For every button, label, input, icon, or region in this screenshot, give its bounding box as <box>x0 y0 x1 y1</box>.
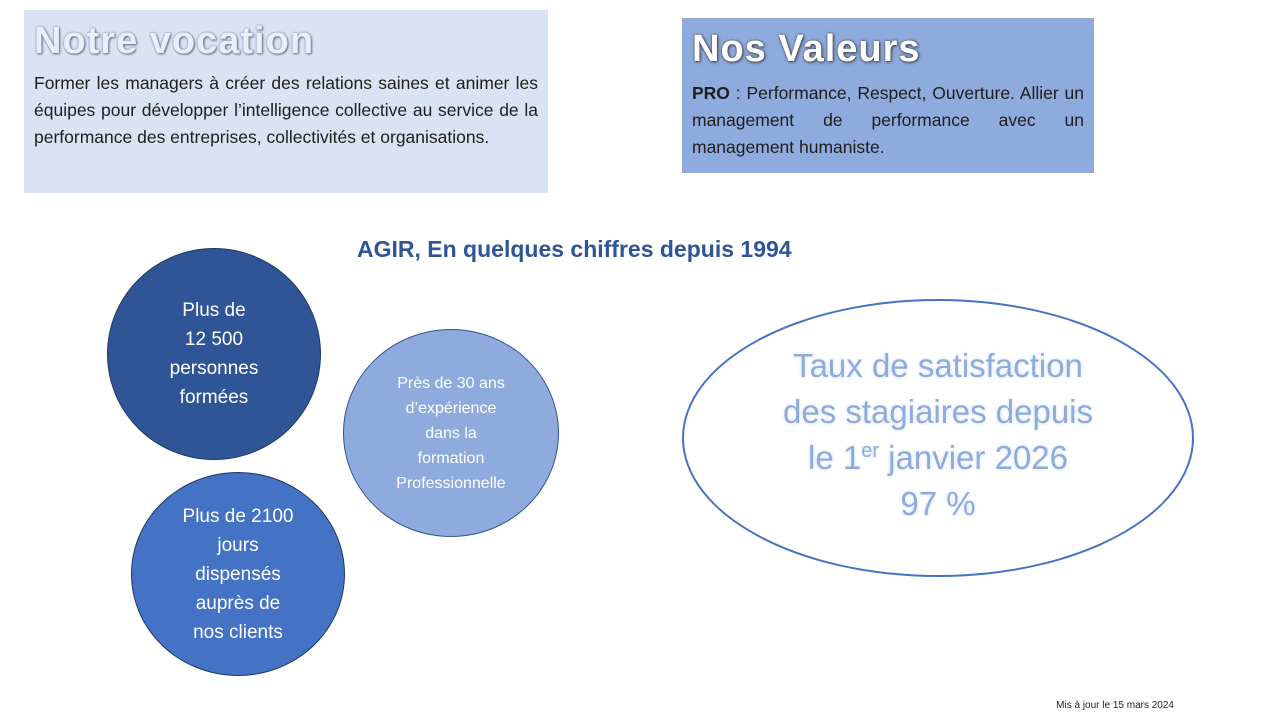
stat-circle-experience: Près de 30 ans d’expérience dans la form… <box>343 329 559 537</box>
valeurs-pro-label: PRO <box>692 83 730 103</box>
stat-circle-persons-trained: Plus de 12 500 personnes formées <box>107 248 321 460</box>
stat-line: formées <box>179 387 249 408</box>
satisfaction-date-prefix: le 1 <box>808 439 862 476</box>
stat-line: Plus de 2100 <box>182 505 294 527</box>
satisfaction-line: Taux de satisfaction <box>793 347 1083 384</box>
figures-heading: AGIR, En quelques chiffres depuis 1994 <box>357 236 792 262</box>
valeurs-title: Nos Valeurs <box>692 28 921 70</box>
satisfaction-value: 97 % <box>900 485 976 522</box>
stat-circle-training-days: Plus de 2100 jours dispensés auprès de n… <box>131 472 345 676</box>
update-date-note: Mis à jour le 15 mars 2024 <box>1056 700 1174 711</box>
stat-line: formation <box>417 449 485 467</box>
stat-line: Professionnelle <box>396 474 506 492</box>
stat-line: Près de 30 ans <box>397 374 505 392</box>
stat-line: dispensés <box>195 563 281 585</box>
stat-line: dans la <box>425 424 477 442</box>
vocation-title: Notre vocation <box>34 20 315 62</box>
satisfaction-text: Taux de satisfaction des stagiaires depu… <box>783 343 1093 527</box>
vocation-text: Former les managers à créer des relation… <box>34 73 538 147</box>
satisfaction-line: des stagiaires depuis <box>782 393 1094 430</box>
satisfaction-date-superscript: er <box>861 440 880 462</box>
valeurs-text: PRO : Performance, Respect, Ouverture. A… <box>692 80 1084 161</box>
valeurs-panel: Nos Valeurs PRO : Performance, Respect, … <box>682 18 1094 173</box>
valeurs-description: : Performance, Respect, Ouverture. Allie… <box>692 83 1084 157</box>
stat-line: 12 500 <box>184 329 244 350</box>
satisfaction-date-line: le 1er janvier 2026 <box>783 435 1093 481</box>
stat-line: d’expérience <box>405 399 497 417</box>
stat-line: auprès de <box>195 592 281 614</box>
vocation-panel: Notre vocation Former les managers à cré… <box>24 10 548 193</box>
satisfaction-ellipse: Taux de satisfaction des stagiaires depu… <box>682 299 1194 577</box>
satisfaction-date-suffix: janvier 2026 <box>879 439 1068 476</box>
stat-line: jours <box>217 534 259 556</box>
stat-line: personnes <box>169 358 259 379</box>
stat-line: Plus de <box>182 300 246 321</box>
stat-line: nos clients <box>193 621 283 643</box>
